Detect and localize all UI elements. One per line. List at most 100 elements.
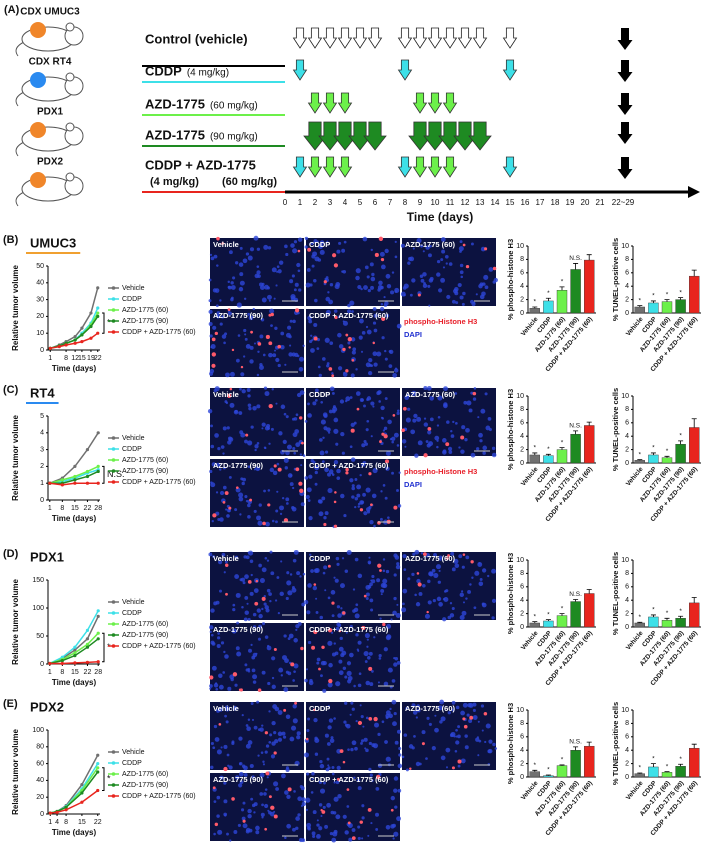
nucleus	[219, 490, 225, 496]
nucleus	[468, 408, 473, 413]
nucleus	[331, 652, 337, 657]
nucleus	[247, 403, 252, 408]
nucleus	[414, 549, 420, 555]
nucleus	[357, 836, 361, 840]
ph3-cell	[223, 766, 228, 772]
ph3-cell	[484, 247, 488, 251]
nucleus	[368, 741, 372, 746]
nucleus	[470, 299, 474, 304]
nucleus	[466, 713, 470, 717]
nucleus	[464, 745, 469, 750]
nucleus	[313, 568, 319, 574]
nucleus	[340, 493, 345, 499]
nucleus	[219, 589, 223, 593]
endpoint-arrow	[617, 157, 633, 179]
error-bar	[545, 297, 551, 301]
nucleus	[219, 322, 223, 326]
nucleus	[416, 416, 422, 422]
nucleus	[339, 399, 345, 404]
nucleus	[314, 752, 319, 756]
nucleus	[425, 245, 430, 250]
nucleus	[291, 274, 295, 278]
y-tick-label: 0	[40, 811, 44, 818]
nucleus	[390, 795, 396, 801]
ph3-cell	[211, 352, 217, 357]
nucleus	[219, 775, 224, 780]
x-axis-title: Time (days)	[52, 514, 97, 523]
nucleus	[311, 831, 316, 836]
nucleus	[355, 720, 358, 723]
ph3-cell	[212, 513, 217, 518]
legend-marker	[111, 644, 116, 648]
nucleus	[349, 713, 352, 716]
nucleus	[416, 708, 421, 713]
nucleus	[261, 803, 264, 807]
nucleus	[282, 735, 287, 739]
nucleus	[349, 396, 353, 399]
y-tick-label: 4	[625, 597, 629, 604]
category-label: Vehicle	[520, 466, 540, 488]
nucleus	[213, 724, 218, 729]
nucleus	[396, 660, 401, 665]
y-axis-title: % TUNEL-positive cells	[611, 388, 620, 471]
nucleus	[487, 749, 492, 754]
ph3-cell	[462, 553, 466, 556]
nucleus	[239, 280, 245, 286]
nucleus	[297, 813, 301, 817]
nucleus	[295, 623, 300, 629]
sig-label: N.S.	[569, 255, 582, 262]
growth-point	[85, 448, 90, 452]
nucleus	[296, 735, 301, 740]
ph3-cell	[313, 583, 317, 586]
nucleus	[307, 640, 312, 645]
nucleus	[231, 740, 235, 744]
nucleus	[332, 811, 337, 815]
nucleus	[491, 616, 495, 620]
growth-point	[96, 637, 100, 641]
nucleus	[237, 334, 241, 337]
nucleus	[247, 465, 251, 469]
nucleus	[478, 581, 484, 587]
time-axis-title: Time (days)	[407, 210, 473, 224]
growth-point	[89, 311, 93, 315]
nucleus	[428, 278, 434, 283]
nucleus	[227, 285, 231, 289]
legend-label: Vehicle	[122, 435, 145, 442]
nucleus	[467, 590, 471, 594]
nucleus	[238, 736, 243, 741]
nucleus	[423, 417, 427, 420]
nucleus	[330, 590, 336, 595]
y-tick-label: 8	[625, 570, 629, 577]
ph3-cell	[417, 293, 421, 297]
error-bar	[637, 305, 643, 307]
nucleus	[335, 442, 339, 446]
nucleus	[300, 502, 305, 507]
time-tick-label: 3	[328, 198, 333, 207]
nucleus	[241, 389, 246, 394]
nucleus	[363, 511, 368, 516]
stain-legend: DAPI	[404, 480, 422, 489]
nucleus	[442, 617, 447, 622]
nucleus	[210, 741, 214, 746]
nucleus	[443, 403, 448, 409]
nucleus	[356, 484, 362, 490]
nucleus	[384, 357, 388, 361]
nucleus	[247, 394, 251, 398]
nucleus	[215, 687, 219, 691]
nucleus	[334, 578, 339, 583]
nucleus	[263, 386, 268, 390]
nucleus	[212, 746, 216, 750]
nucleus	[223, 799, 228, 804]
nucleus	[392, 823, 396, 828]
nucleus	[385, 824, 391, 830]
y-tick-label: 4	[520, 283, 524, 290]
nucleus	[239, 430, 244, 435]
nucleus	[405, 707, 409, 710]
nucleus	[316, 657, 321, 662]
nucleus	[240, 372, 245, 377]
nucleus	[292, 679, 295, 682]
error-bar	[573, 599, 579, 602]
ph3-cell	[416, 572, 420, 575]
nucleus	[235, 358, 240, 363]
y-tick-label: 10	[621, 393, 629, 400]
